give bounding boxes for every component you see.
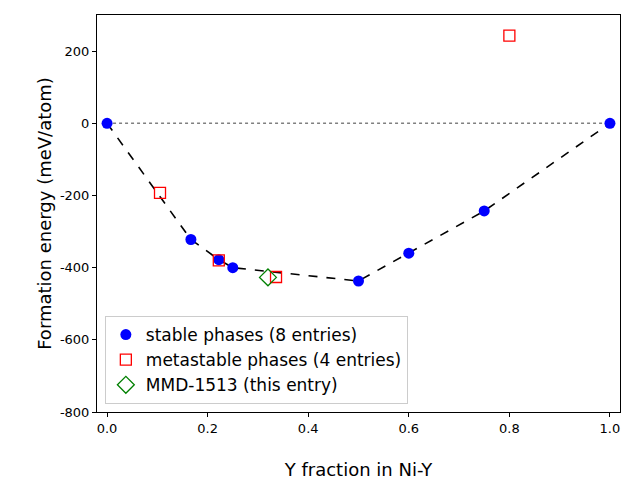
svg-text:metastable phases (4 entries): metastable phases (4 entries) <box>146 350 401 370</box>
svg-text:200: 200 <box>65 44 90 59</box>
svg-text:Formation energy (meV/atom): Formation energy (meV/atom) <box>34 77 55 350</box>
svg-text:0.8: 0.8 <box>499 421 520 436</box>
svg-text:1.0: 1.0 <box>600 421 621 436</box>
svg-text:-600: -600 <box>60 332 90 347</box>
svg-text:0: 0 <box>81 116 89 131</box>
svg-text:0.2: 0.2 <box>197 421 218 436</box>
svg-text:0.6: 0.6 <box>398 421 419 436</box>
svg-text:0.4: 0.4 <box>298 421 319 436</box>
svg-text:-200: -200 <box>60 188 90 203</box>
svg-text:-800: -800 <box>60 405 90 420</box>
svg-text:-400: -400 <box>60 260 90 275</box>
svg-text:0.0: 0.0 <box>97 421 118 436</box>
svg-text:MMD-1513 (this entry): MMD-1513 (this entry) <box>146 375 338 395</box>
svg-text:stable phases (8 entries): stable phases (8 entries) <box>146 325 357 345</box>
svg-text:Y fraction in Ni-Y: Y fraction in Ni-Y <box>284 459 434 480</box>
